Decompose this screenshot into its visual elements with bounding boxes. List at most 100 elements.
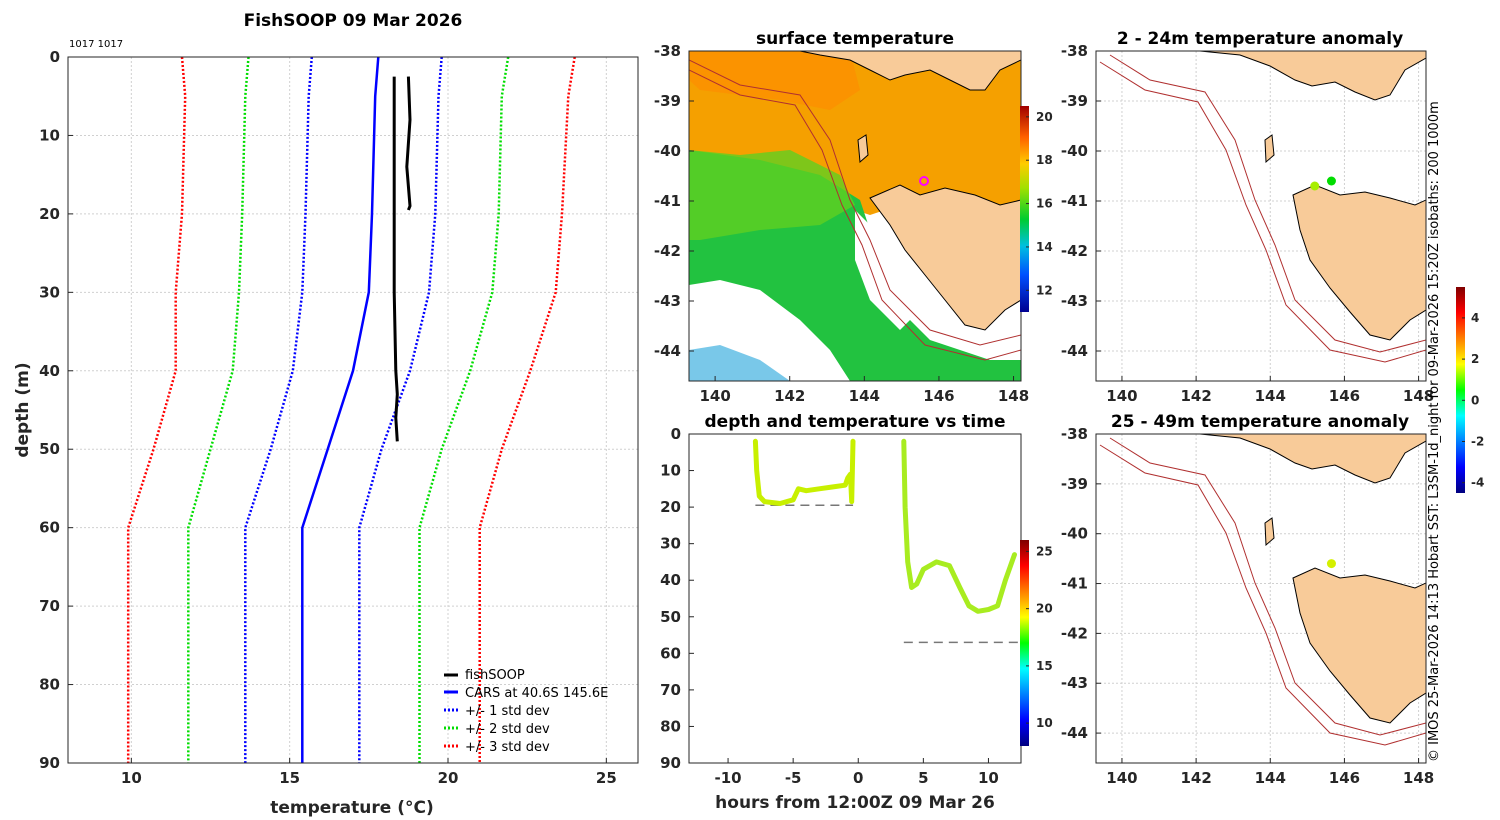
anomaly-shallow-ytick-label: -44 — [1061, 342, 1088, 360]
anomaly-shallow-mainland — [1199, 51, 1426, 101]
anomaly-deep-tasmania — [1292, 567, 1426, 724]
profile-series-line-3 — [418, 57, 510, 763]
anomaly-deep-point-0 — [1326, 559, 1336, 569]
anomaly-cb-tick-label: 0 — [1471, 393, 1479, 407]
anomaly-shallow-ticks: 140 142 144 146 148 -38 -39 -40 -41 -42 -43 -44 — [1061, 42, 1434, 405]
profile-ytick-label: 10 — [39, 126, 60, 144]
profile-xtick-label: 10 — [121, 769, 142, 787]
anomaly-deep-ytick-label: -43 — [1061, 674, 1088, 692]
timeseries-axes-box — [688, 433, 1022, 764]
timeseries-ytick-label: 40 — [660, 571, 681, 589]
timeseries-ytick-label: 50 — [660, 608, 681, 626]
timeseries-ytick-label: 90 — [660, 754, 681, 772]
anomaly-colorbar-ticks: 4 2 0 -2 -4 — [1462, 311, 1484, 490]
legend-1std: +/- 1 std dev — [465, 704, 550, 719]
sst-vessel-marker — [919, 176, 930, 186]
anomaly-shallow-axes-box — [1095, 50, 1427, 382]
anomaly-shallow-xtick-label: 144 — [1255, 387, 1286, 405]
anomaly-cb-tick-label: -4 — [1471, 476, 1484, 490]
anomaly-deep-xtick-label: 146 — [1329, 769, 1360, 787]
timeseries-cb-tick-label: 20 — [1036, 602, 1053, 616]
profile-xtick-label: 15 — [279, 769, 300, 787]
anomaly-shallow-ytick-label: -40 — [1061, 142, 1088, 160]
timeseries-xtick-label: 0 — [853, 769, 863, 787]
anomaly-shallow-ytick-label: -39 — [1061, 92, 1088, 110]
sst-cb-tick-label: 18 — [1036, 153, 1053, 167]
anomaly-shallow-tasmania — [1292, 184, 1426, 341]
anomaly-deep-xtick-label: 144 — [1255, 769, 1286, 787]
legend-3std: +/- 3 std dev — [465, 740, 550, 755]
timeseries-cb-tick-label: 15 — [1036, 659, 1053, 673]
timeseries-dive-1 — [901, 438, 1017, 614]
anomaly-colorbar — [1456, 287, 1465, 493]
sst-ytick-label: -43 — [654, 292, 681, 310]
sst-xtick-label: 146 — [923, 387, 954, 405]
sst-ticks: 140 142 144 146 148 -38 -39 -40 -41 -42 -43 -44 — [654, 42, 1029, 405]
sst-mainland — [799, 51, 1021, 91]
anomaly-deep-map — [1099, 434, 1426, 746]
sst-cool-patch — [689, 345, 790, 381]
sst-king-island — [857, 134, 869, 164]
sst-cb-tick-label: 16 — [1036, 197, 1053, 211]
anomaly-shallow-xtick-label: 142 — [1180, 387, 1211, 405]
sst-xtick-label: 144 — [849, 387, 880, 405]
sst-tasmania — [869, 184, 1021, 331]
anomaly-deep-xtick-label: 140 — [1106, 769, 1137, 787]
anomaly-deep-ytick-label: -44 — [1061, 724, 1088, 742]
profile-ytick-label: 70 — [39, 597, 60, 615]
profile-series-line-7 — [392, 76, 399, 442]
timeseries-ytick-label: 10 — [660, 462, 681, 480]
profile-series-line-0 — [301, 57, 380, 763]
anomaly-shallow-point-0 — [1310, 181, 1320, 191]
credit-text: © IMOS 25-Mar-2026 14:13 Hobart SST: L3S… — [1427, 101, 1442, 762]
anomaly-deep-panel: 25 - 49m temperature anomaly 140 142 144 14… — [1061, 287, 1484, 787]
anomaly-cb-tick-label: 4 — [1471, 311, 1479, 325]
profile-series-line-6 — [126, 57, 187, 763]
profile-ytick-label: 0 — [50, 48, 60, 66]
sst-field — [689, 51, 1021, 381]
sst-cloud-coast — [855, 210, 920, 330]
anomaly-shallow-map — [1099, 51, 1426, 363]
anomaly-deep-ytick-label: -38 — [1061, 425, 1088, 443]
profile-ytick-label: 50 — [39, 440, 60, 458]
legend-cars: CARS at 40.6S 145.6E — [465, 686, 608, 701]
sst-lime-region — [689, 150, 855, 240]
profile-ytick-label: 60 — [39, 519, 60, 537]
timeseries-colorbar — [1020, 540, 1029, 746]
timeseries-series — [752, 438, 1019, 644]
anomaly-shallow-point-1 — [1326, 176, 1336, 186]
anomaly-shallow-isobath-200 — [1109, 54, 1426, 353]
anomaly-deep-xtick-label: 142 — [1180, 769, 1211, 787]
anomaly-shallow-title: 2 - 24m temperature anomaly — [1117, 29, 1403, 49]
anomaly-deep-ytick-label: -42 — [1061, 624, 1088, 642]
timeseries-panel: depth and temperature vs time -10 -5 0 5 10 0… — [660, 412, 1053, 813]
anomaly-shallow-ytick-label: -41 — [1061, 192, 1088, 210]
anomaly-deep-ytick-label: -41 — [1061, 575, 1088, 593]
timeseries-ytick-label: 0 — [671, 425, 681, 443]
sst-ytick-label: -41 — [654, 192, 681, 210]
timeseries-ytick-label: 30 — [660, 535, 681, 553]
profile-ticks: 10 15 20 25 0 10 20 30 40 50 60 70 80 90 — [39, 48, 617, 787]
timeseries-ytick-label: 80 — [660, 717, 681, 735]
anomaly-shallow-ytick-label: -43 — [1061, 292, 1088, 310]
anomaly-deep-xtick-label: 148 — [1403, 769, 1434, 787]
profile-ytick-label: 30 — [39, 283, 60, 301]
timeseries-xtick-label: -10 — [715, 769, 742, 787]
sst-cb-tick-label: 20 — [1036, 110, 1053, 124]
sst-map-title: surface temperature — [756, 29, 954, 49]
profile-xtick-label: 20 — [438, 769, 459, 787]
timeseries-cb-tick-label: 10 — [1036, 716, 1053, 730]
anomaly-deep-ytick-label: -40 — [1061, 525, 1088, 543]
sst-xtick-label: 148 — [998, 387, 1029, 405]
profile-series-line-8 — [405, 76, 412, 211]
profile-series-line-1 — [358, 57, 443, 763]
anomaly-deep-ytick-label: -39 — [1061, 475, 1088, 493]
profile-grid — [68, 56, 638, 764]
anomaly-shallow-points — [1310, 176, 1336, 191]
profile-ylabel: depth (m) — [13, 362, 33, 457]
sst-xtick-label: 142 — [774, 387, 805, 405]
timeseries-dive-0 — [752, 438, 856, 506]
sst-warmest-region — [689, 51, 860, 110]
profile-ytick-label: 90 — [39, 754, 60, 772]
